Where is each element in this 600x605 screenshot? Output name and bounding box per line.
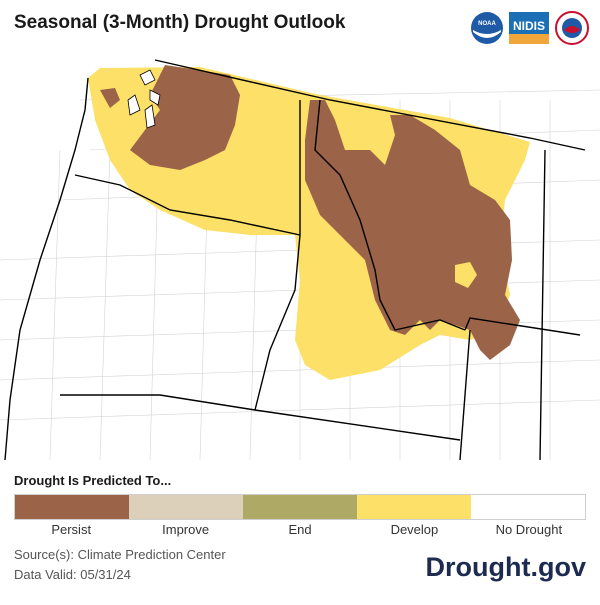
nevada-utah-border bbox=[60, 394, 461, 441]
montana-wyoming-border bbox=[464, 317, 581, 336]
legend-label-no-drought: No Drought bbox=[495, 522, 563, 537]
legend-label-improve: Improve bbox=[162, 522, 210, 537]
legend-swatch-persist bbox=[15, 495, 129, 519]
pacific-coastline bbox=[4, 77, 89, 460]
persist-region-olympic bbox=[100, 88, 120, 108]
dakota-border bbox=[539, 149, 546, 460]
wyoming-west-border bbox=[459, 329, 471, 460]
nidis-logo-text: NIDIS bbox=[513, 19, 545, 33]
noaa-logo: NOAA bbox=[471, 12, 503, 44]
drought-gov-brand[interactable]: Drought.gov bbox=[425, 552, 586, 582]
noaa-logo-text: NOAA bbox=[478, 21, 496, 27]
persist-regions bbox=[100, 65, 520, 360]
legend-swatch-end bbox=[243, 495, 357, 519]
legend-swatch-no-drought bbox=[471, 495, 585, 519]
persist-region-montana bbox=[305, 100, 520, 360]
agency-logos: NOAA NIDIS bbox=[471, 11, 589, 45]
state-borders bbox=[4, 59, 586, 460]
page-title: Seasonal (3-Month) Drought Outlook bbox=[14, 12, 346, 33]
idaho-montana-border bbox=[314, 99, 466, 331]
source-line: Source(s): Climate Prediction Center bbox=[14, 547, 226, 562]
us-canada-border bbox=[154, 59, 586, 151]
data-valid-line: Data Valid: 05/31/24 bbox=[14, 567, 131, 582]
nidis-logo: NIDIS bbox=[509, 12, 549, 44]
legend-swatch-develop bbox=[357, 495, 471, 519]
drought-outlook-map bbox=[0, 59, 600, 460]
legend-swatch-improve bbox=[129, 495, 243, 519]
legend-labels: Persist Improve End Develop No Drought bbox=[14, 520, 586, 537]
legend-label-persist: Persist bbox=[51, 522, 92, 537]
develop-island bbox=[455, 262, 477, 288]
legend-title: Drought Is Predicted To... bbox=[14, 473, 172, 488]
legend-label-develop: Develop bbox=[390, 522, 439, 537]
washington-oregon-border bbox=[74, 174, 301, 236]
idaho-west-border bbox=[254, 100, 301, 411]
puget-sound-islands bbox=[127, 69, 161, 129]
legend-color-bar bbox=[14, 494, 586, 520]
legend-label-end: End bbox=[288, 522, 312, 537]
nws-logo bbox=[555, 11, 589, 45]
persist-region-washington bbox=[130, 65, 240, 170]
source-info: Source(s): Climate Prediction Center Dat… bbox=[14, 545, 226, 585]
